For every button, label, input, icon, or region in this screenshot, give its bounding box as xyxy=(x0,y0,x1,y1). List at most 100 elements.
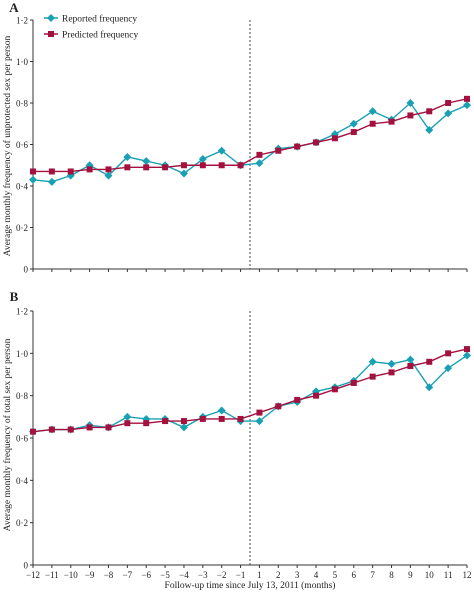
reported-point xyxy=(463,351,471,360)
reported-point xyxy=(444,109,453,118)
predicted-point xyxy=(331,135,338,142)
panel-b: B Average monthly frequency of total sex… xyxy=(2,289,472,580)
reported-point xyxy=(123,152,132,161)
x-tick-label: −2 xyxy=(217,570,227,580)
predicted-point xyxy=(275,403,282,410)
x-tick-label: 12 xyxy=(463,570,472,580)
legend-predicted-label: Predicted frequency xyxy=(62,30,138,41)
y-tick-label: 0 xyxy=(24,265,29,275)
reported-point xyxy=(387,359,396,368)
y-tick-label: 1·2 xyxy=(16,307,28,317)
predicted-point xyxy=(369,120,376,127)
x-tick-label: 11 xyxy=(444,570,453,580)
predicted-point xyxy=(199,415,206,422)
panel-b-plot: 00·20·40·60·81·01·2−12 −11 −10 −9 −8 −7 −6 −5 −4… xyxy=(16,307,472,581)
reported-point xyxy=(217,406,226,415)
reported-point xyxy=(47,177,56,186)
reported-point xyxy=(255,159,264,168)
y-tick-label: 0·8 xyxy=(16,99,28,109)
reported-point xyxy=(142,157,151,166)
y-tick-label: 0·8 xyxy=(16,391,28,401)
y-tick-label: 0·6 xyxy=(16,140,28,150)
reported-point xyxy=(368,107,377,116)
predicted-point xyxy=(143,164,150,171)
x-tick-label: −6 xyxy=(141,570,151,580)
y-tick-label: 1·0 xyxy=(16,349,28,359)
predicted-point xyxy=(426,358,433,365)
predicted-point xyxy=(388,369,395,376)
predicted-point xyxy=(369,373,376,380)
reported-point xyxy=(425,383,434,392)
predicted-point xyxy=(218,162,225,169)
panel-a-label: A xyxy=(9,0,19,15)
predicted-point xyxy=(86,424,93,431)
y-tick-label: 0·6 xyxy=(16,434,28,444)
reported-point xyxy=(198,155,207,164)
y-tick-label: 0·2 xyxy=(16,223,28,233)
panel-b-label: B xyxy=(10,289,19,304)
predicted-point xyxy=(350,379,357,386)
predicted-point xyxy=(48,168,55,175)
x-tick-label: 1 xyxy=(257,570,262,580)
x-tick-label: −11 xyxy=(45,570,59,580)
legend-reported-marker xyxy=(47,14,55,22)
predicted-point xyxy=(313,392,320,399)
x-tick-label: −3 xyxy=(198,570,208,580)
predicted-point xyxy=(180,162,187,169)
predicted-point xyxy=(445,100,452,106)
predicted-point xyxy=(313,139,320,146)
x-tick-label: −9 xyxy=(85,570,95,580)
x-axis-title: Follow-up time since July 13, 2011 (mont… xyxy=(165,580,336,591)
predicted-point xyxy=(237,415,244,422)
reported-point xyxy=(444,364,453,373)
x-tick-label: −7 xyxy=(123,570,133,580)
panel-a-plot: 0 0·2 0·4 0·6 0·8 1·0 1·2 xyxy=(16,16,471,275)
predicted-point xyxy=(162,418,169,425)
x-tick-label: 10 xyxy=(425,570,435,580)
predicted-point xyxy=(162,164,169,171)
panel-b-ylabel: Average monthly frequency of total sex p… xyxy=(2,338,13,531)
predicted-point xyxy=(105,166,112,173)
predicted-point xyxy=(218,415,225,422)
predicted-point xyxy=(331,386,338,393)
predicted-point xyxy=(30,168,36,175)
predicted-point xyxy=(67,168,74,175)
x-tick-label: −10 xyxy=(64,570,79,580)
predicted-point xyxy=(143,420,150,427)
x-tick-label: −12 xyxy=(26,570,40,580)
x-tick-label: 7 xyxy=(370,570,375,580)
reported-point xyxy=(406,99,415,107)
predicted-point xyxy=(48,426,55,433)
reported-point xyxy=(406,355,415,364)
x-tick-label: 4 xyxy=(314,570,319,580)
reported-point xyxy=(368,357,377,366)
predicted-point xyxy=(86,166,93,173)
predicted-point xyxy=(124,164,131,171)
predicted-point xyxy=(199,162,206,169)
x-tick-label: 6 xyxy=(352,570,357,580)
predicted-point xyxy=(180,418,187,425)
predicted-point xyxy=(464,95,470,102)
y-tick-label: 1·0 xyxy=(16,57,28,67)
reported-point xyxy=(179,423,188,432)
y-tick-label: 0·4 xyxy=(16,182,28,192)
y-tick-label: 0·2 xyxy=(16,518,28,528)
predicted-point xyxy=(237,162,244,169)
reported-point xyxy=(463,101,471,110)
reported-point xyxy=(349,119,358,128)
reported-point xyxy=(104,171,113,180)
reported-point xyxy=(179,169,188,178)
predicted-point xyxy=(275,147,282,154)
reported-point xyxy=(255,417,264,426)
x-tick-label: −4 xyxy=(179,570,189,580)
predicted-point xyxy=(407,112,414,119)
x-tick-label: −5 xyxy=(160,570,170,580)
x-tick-label: −8 xyxy=(104,570,114,580)
predicted-point xyxy=(426,108,433,115)
predicted-point xyxy=(388,118,395,125)
reported-point xyxy=(123,412,132,421)
panel-a-ylabel: Average monthly frequency of unprotected… xyxy=(2,35,13,256)
predicted-point xyxy=(350,129,357,136)
reported-point xyxy=(425,125,434,134)
